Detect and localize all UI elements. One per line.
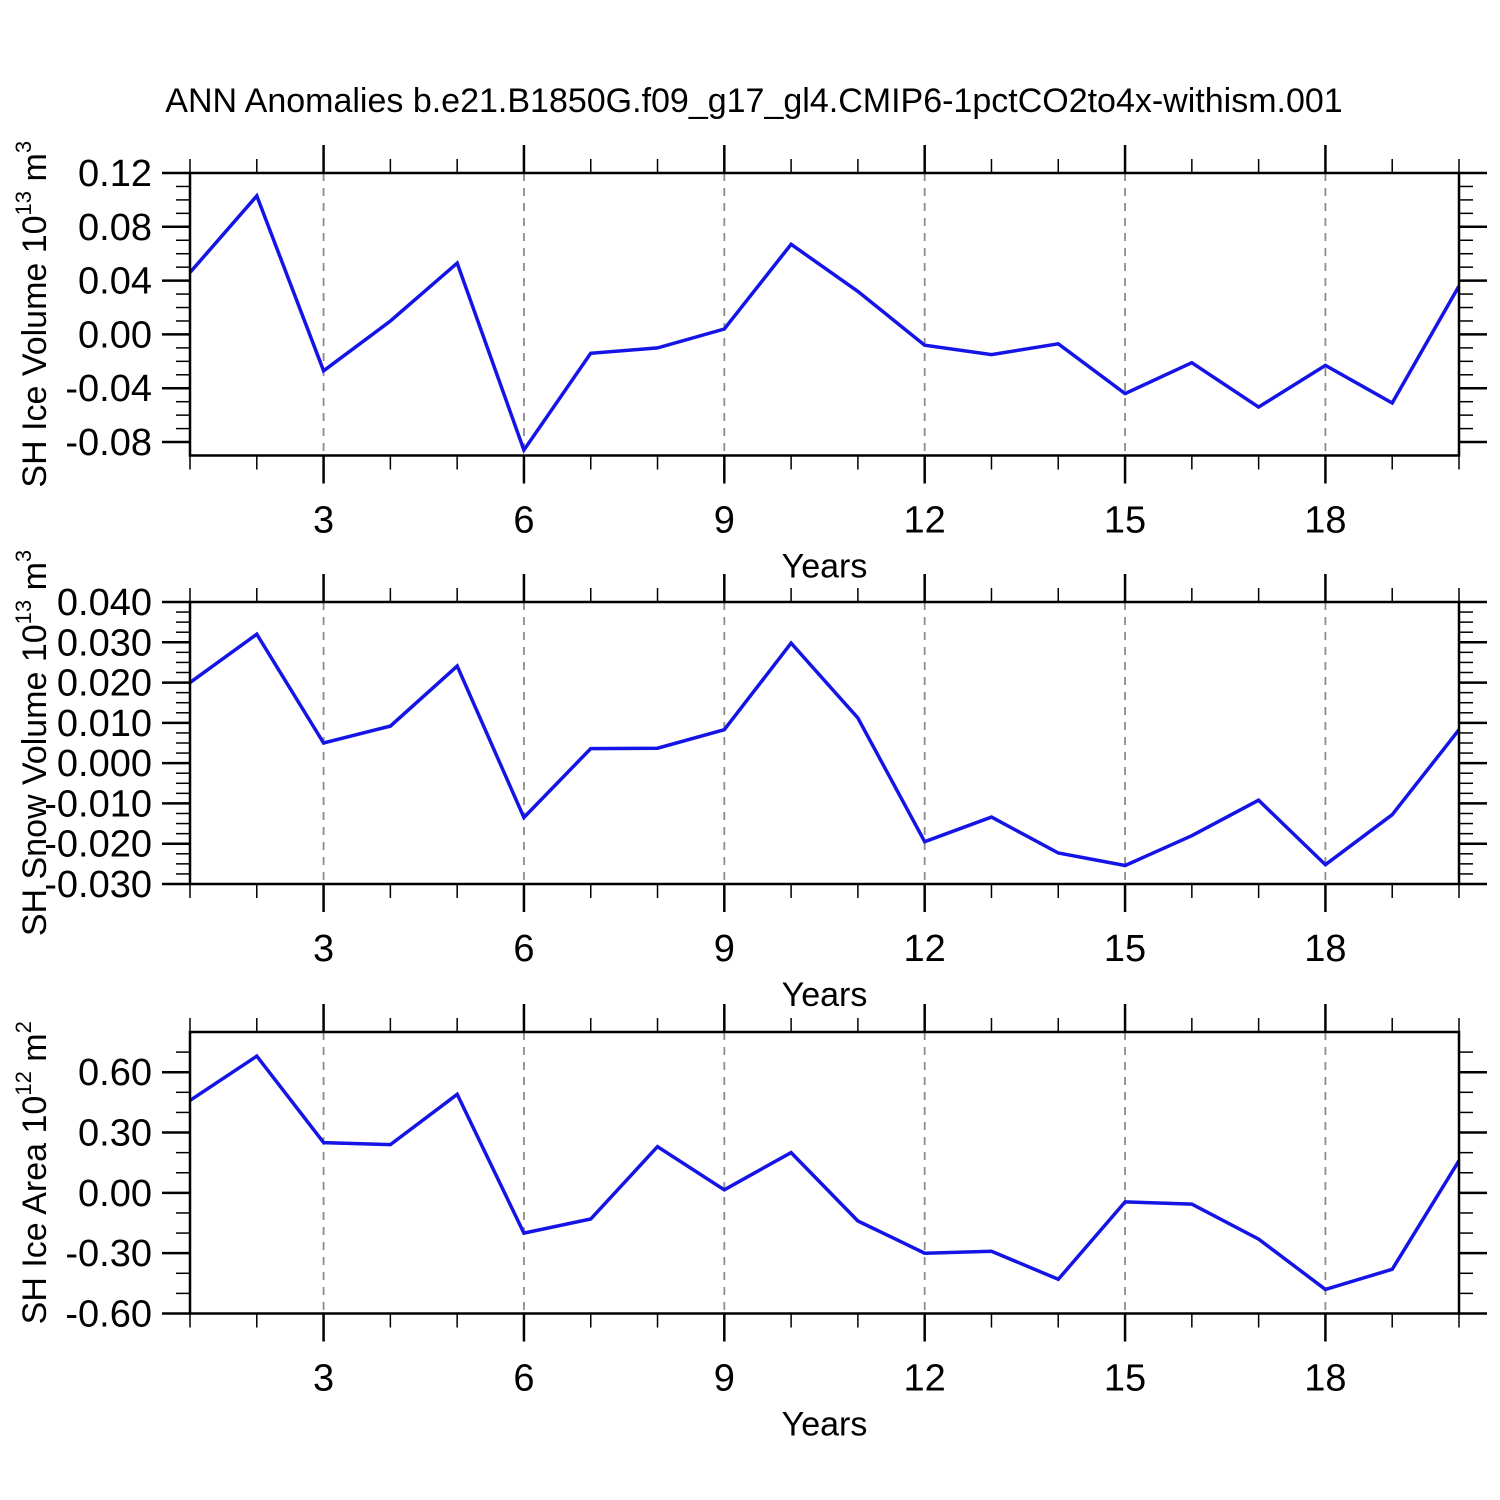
y-tick-label: -0.08 [65,422,152,464]
x-tick-label: 12 [904,1358,946,1400]
y-tick-label: -0.30 [65,1233,152,1275]
panel-sh-snow-volume: 0.0400.0300.0200.0100.000-0.010-0.020-0.… [11,550,1487,1014]
x-axis-title: Years [782,548,868,586]
x-tick-label: 15 [1104,928,1146,970]
x-tick-label: 18 [1304,928,1346,970]
x-tick-label: 18 [1304,1358,1346,1400]
x-axis-title: Years [782,976,868,1014]
plot-box [188,171,1461,457]
y-axis-title: SH Ice Area 1012 m2 [11,1021,54,1324]
y-tick-label: -0.04 [65,368,152,410]
y-tick-label: -0.010 [44,783,152,825]
y-tick-label: -0.020 [44,824,152,866]
y-tick-label: 0.030 [57,622,152,664]
y-tick-label: 0.00 [78,314,152,356]
x-tick-label: 9 [714,500,735,542]
x-tick-label: 6 [513,928,534,970]
panel-sh-ice-area: 0.60 0.30 0.00 -0.30 -0.60 3 6 9 12 15 18 Years SH I… [11,1004,1487,1444]
x-tick-label: 15 [1104,500,1146,542]
y-axis-title: SH Snow Volume 1013 m3 [11,550,54,936]
x-axis-title: Years [782,1406,868,1444]
y-tick-label: -0.030 [44,864,152,906]
x-tick-label: 12 [904,928,946,970]
y-tick-label: 0.010 [57,703,152,745]
plot-box [188,600,1461,886]
y-tick-label: 0.30 [78,1113,152,1155]
plot-box [188,1030,1461,1315]
y-tick-label: 0.000 [57,743,152,785]
y-tick-label: 0.00 [78,1173,152,1215]
y-tick-label: 0.12 [78,153,152,195]
x-tick-label: 9 [714,928,735,970]
x-tick-label: 15 [1104,1358,1146,1400]
x-tick-label: 3 [313,500,334,542]
x-tick-label: 12 [904,500,946,542]
y-tick-label: 0.04 [78,261,152,303]
y-axis-title: SH Ice Volume 1013 m3 [11,141,54,488]
data-line [188,631,1461,868]
x-tick-label: 3 [313,1358,334,1400]
y-tick-label: 0.020 [57,663,152,705]
x-tick-label: 9 [714,1358,735,1400]
panels: 0.12 0.08 0.04 0.00 -0.04 -0.08 3 6 9 12 15 18 Years… [11,141,1487,1444]
y-tick-label: 0.60 [78,1052,152,1094]
x-tick-label: 3 [313,928,334,970]
data-line [189,1053,1461,1292]
x-tick-label: 6 [513,1358,534,1400]
y-tick-label: 0.08 [78,207,152,249]
data-line [188,192,1461,454]
y-tick-label: -0.60 [65,1294,152,1336]
y-tick-label: 0.040 [57,582,152,624]
x-tick-label: 6 [513,500,534,542]
x-tick-label: 18 [1304,500,1346,542]
panel-sh-ice-volume: 0.12 0.08 0.04 0.00 -0.04 -0.08 3 6 9 12 15 18 Years… [11,141,1487,586]
chart-title: ANN Anomalies b.e21.B1850G.f09_g17_gl4.C… [165,82,1342,120]
